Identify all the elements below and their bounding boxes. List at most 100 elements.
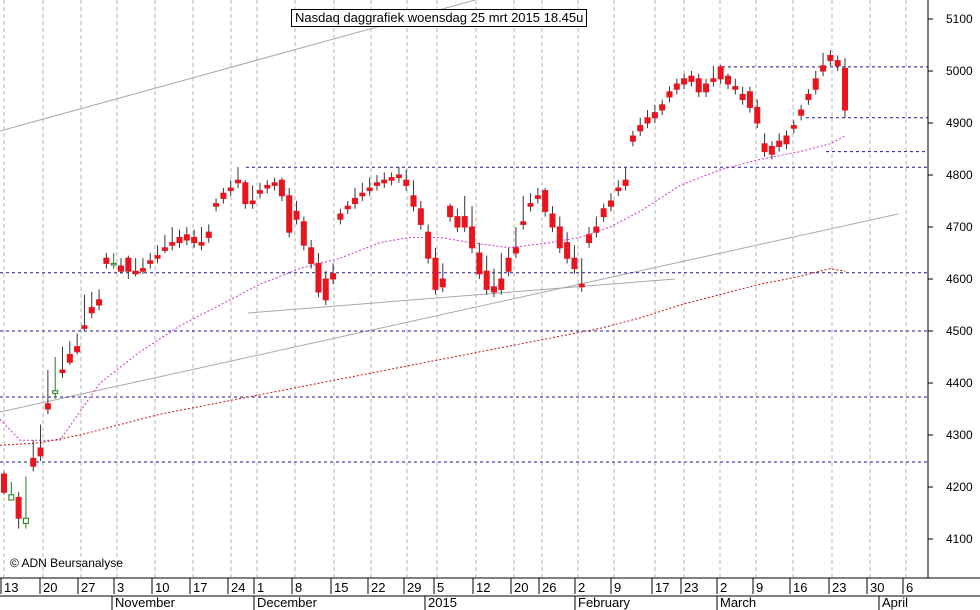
candle-body bbox=[651, 112, 658, 119]
candle-body bbox=[322, 278, 329, 301]
candle-body bbox=[498, 278, 505, 290]
candle-body bbox=[586, 234, 593, 244]
y-tick-label: 4400 bbox=[946, 376, 973, 390]
candle-body bbox=[264, 184, 271, 189]
candle-body bbox=[410, 195, 417, 207]
trend-line-neck bbox=[247, 278, 676, 314]
candle-body bbox=[286, 195, 293, 233]
candle-body bbox=[191, 236, 198, 244]
candle-body bbox=[739, 93, 746, 101]
x-tick-label: 5 bbox=[437, 580, 444, 595]
candle-body bbox=[249, 200, 256, 205]
candle-body bbox=[161, 247, 168, 251]
candle-body bbox=[74, 346, 81, 353]
candle-body bbox=[746, 91, 753, 108]
candle-body bbox=[330, 273, 337, 280]
x-tick-label: 13 bbox=[4, 580, 18, 595]
support-lines bbox=[0, 66, 928, 463]
month-label: November bbox=[115, 595, 176, 610]
candle-body bbox=[118, 265, 125, 272]
candle-body bbox=[798, 109, 805, 116]
candle-body bbox=[154, 255, 161, 259]
x-tick-label: 24 bbox=[231, 580, 245, 595]
candle-body bbox=[403, 179, 410, 186]
candle-body bbox=[615, 187, 622, 192]
x-tick-label: 20 bbox=[43, 580, 57, 595]
candle-body bbox=[776, 140, 783, 147]
candle-body bbox=[1, 473, 7, 493]
candle-body bbox=[717, 66, 724, 80]
candle-body bbox=[395, 174, 402, 179]
candle-body bbox=[820, 65, 827, 72]
candle-body bbox=[198, 242, 205, 246]
candle-body bbox=[425, 231, 432, 259]
month-label: March bbox=[720, 595, 756, 610]
candle-body bbox=[827, 54, 834, 62]
candle-body bbox=[96, 299, 103, 306]
chart-title: Nasdaq daggrafiek woensdag 25 mrt 2015 1… bbox=[291, 9, 588, 27]
x-tick-label: 16 bbox=[793, 580, 807, 595]
candle-body bbox=[52, 390, 59, 394]
candle-body bbox=[88, 307, 95, 314]
candle-body bbox=[834, 60, 841, 67]
x-tick-label: 6 bbox=[906, 580, 913, 595]
candle-body bbox=[688, 75, 695, 82]
candle-body bbox=[454, 216, 461, 228]
candle-body bbox=[227, 187, 234, 192]
x-tick-label: 3 bbox=[117, 580, 124, 595]
candle-body bbox=[147, 260, 154, 264]
y-tick-label: 4200 bbox=[946, 480, 973, 494]
candles bbox=[1, 50, 848, 529]
y-tick-label: 4900 bbox=[946, 116, 973, 130]
month-label: December bbox=[257, 595, 318, 610]
candle-body bbox=[66, 353, 73, 363]
x-tick-label: 1 bbox=[257, 580, 264, 595]
candle-body bbox=[571, 257, 578, 270]
candle-body bbox=[593, 226, 600, 233]
copyright-text: © ADN Beursanalyse bbox=[10, 556, 123, 570]
x-tick-label: 30 bbox=[870, 580, 884, 595]
candle-body bbox=[308, 247, 315, 264]
x-tick-label: 17 bbox=[655, 580, 669, 595]
candle-body bbox=[600, 208, 607, 218]
candle-body bbox=[790, 125, 797, 129]
trend-line-lower bbox=[0, 213, 899, 413]
candle-body bbox=[81, 325, 88, 329]
candle-body bbox=[125, 257, 132, 272]
y-tick-label: 4700 bbox=[946, 220, 973, 234]
candle-body bbox=[381, 179, 388, 184]
x-tick-label: 2 bbox=[720, 580, 727, 595]
x-tick-label: 10 bbox=[155, 580, 169, 595]
x-tick-label: 8 bbox=[295, 580, 302, 595]
candle-body bbox=[483, 270, 490, 290]
candle-body bbox=[842, 67, 848, 111]
candle-body bbox=[490, 286, 497, 293]
y-tick-label: 5100 bbox=[946, 12, 973, 26]
candle-body bbox=[512, 247, 519, 254]
y-tick-label: 5000 bbox=[946, 64, 973, 78]
x-tick-label: 15 bbox=[334, 580, 348, 595]
candle-body bbox=[666, 91, 673, 98]
moving-average-short bbox=[0, 135, 846, 441]
candle-body bbox=[681, 78, 688, 85]
candle-body bbox=[527, 203, 534, 207]
candle-body bbox=[22, 517, 29, 524]
candle-body bbox=[37, 447, 44, 457]
candle-body bbox=[549, 213, 556, 228]
candle-body bbox=[359, 192, 366, 197]
candle-body bbox=[242, 182, 249, 205]
x-tick-label: 27 bbox=[81, 580, 95, 595]
candle-body bbox=[622, 179, 629, 186]
x-tick-label: 23 bbox=[832, 580, 846, 595]
candle-body bbox=[520, 221, 527, 225]
x-tick-label: 17 bbox=[193, 580, 207, 595]
candle-body bbox=[805, 93, 812, 101]
x-tick-label: 29 bbox=[407, 580, 421, 595]
candle-body bbox=[256, 190, 263, 194]
candle-body bbox=[439, 278, 446, 288]
price-axis: 4100 4200 4300 4400 4500 4600 4700 4800 4900 5000… bbox=[928, 12, 973, 546]
candle-body bbox=[447, 205, 454, 218]
candle-body bbox=[659, 104, 666, 111]
month-label: February bbox=[578, 595, 631, 610]
